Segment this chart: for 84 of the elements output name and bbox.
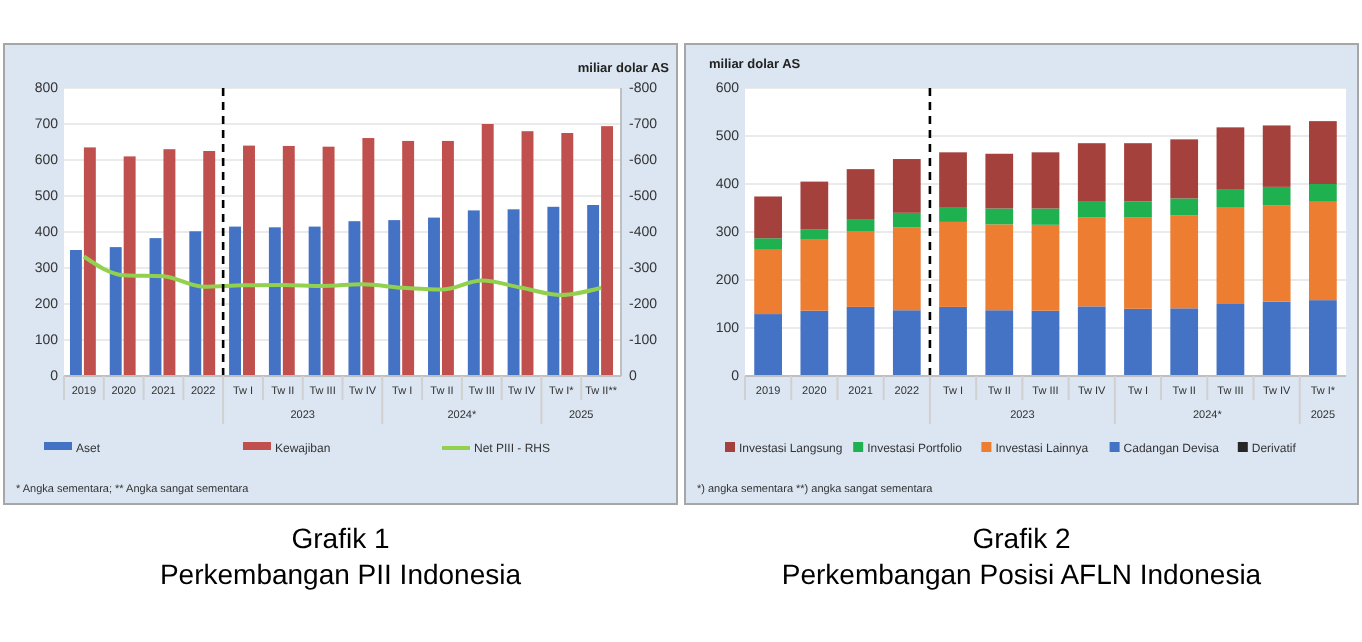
bar [754, 314, 782, 376]
bar [1077, 143, 1106, 202]
bar [892, 310, 921, 376]
bar [268, 227, 281, 376]
bar [243, 145, 255, 376]
bar [754, 196, 782, 239]
text: Perkembangan PII Indonesia [159, 558, 522, 590]
bar [985, 310, 1014, 376]
bar [521, 131, 534, 376]
bar [109, 247, 122, 376]
bar [892, 212, 921, 228]
bar [467, 210, 480, 376]
bar [939, 306, 967, 376]
bar [1124, 143, 1152, 202]
bar [1170, 308, 1199, 376]
bar [1262, 125, 1291, 187]
bar [163, 149, 176, 376]
line-series [81, 254, 604, 297]
bar [441, 140, 454, 376]
bar [1216, 207, 1245, 304]
bar [892, 227, 921, 311]
bar [203, 151, 216, 376]
bar [123, 156, 136, 376]
bar [189, 231, 202, 376]
bar [388, 220, 401, 376]
bar [1077, 201, 1106, 218]
bar [1031, 310, 1060, 376]
bar [846, 231, 875, 307]
bar [481, 124, 494, 376]
bar [1031, 152, 1060, 209]
bar [1262, 186, 1291, 206]
bar [1216, 304, 1245, 376]
bar [800, 310, 829, 376]
text: Perkembangan Posisi AFLN Indonesia [781, 558, 1262, 590]
bar [229, 226, 242, 376]
bar [601, 126, 614, 376]
bar [547, 206, 560, 376]
bar [985, 224, 1014, 311]
bar [507, 209, 520, 376]
bar [587, 205, 600, 376]
bar [1309, 201, 1337, 301]
bar [348, 221, 361, 376]
bar [754, 249, 782, 315]
bar [282, 145, 295, 376]
bar [1077, 306, 1106, 376]
bar [985, 208, 1014, 225]
bar [939, 152, 967, 208]
bar [1262, 301, 1291, 376]
bar [800, 239, 829, 311]
bar [1309, 184, 1337, 202]
bar [800, 229, 829, 240]
bar [322, 146, 335, 376]
bar [1309, 300, 1337, 376]
bar [69, 250, 82, 376]
text: Grafik 2 [972, 522, 1071, 554]
bar [1077, 217, 1106, 307]
bar [892, 159, 921, 213]
bar [1031, 224, 1060, 311]
bar [754, 238, 782, 250]
bar [1262, 205, 1291, 302]
bar [939, 207, 967, 222]
bar [1216, 189, 1245, 208]
bar [308, 226, 321, 376]
bar [1309, 121, 1337, 184]
bar [1170, 215, 1199, 309]
bar [985, 153, 1014, 209]
bar [1170, 198, 1199, 216]
bar [1170, 139, 1199, 199]
bar [1124, 308, 1152, 376]
bar [362, 138, 375, 376]
bar [939, 221, 967, 307]
bar [1124, 201, 1152, 218]
bar [1124, 217, 1152, 309]
text: Grafik 1 [291, 522, 390, 554]
bar [561, 133, 574, 376]
bar [800, 181, 829, 230]
bar [846, 219, 875, 232]
bar [428, 217, 440, 376]
bar [846, 169, 875, 220]
bar [83, 147, 96, 376]
bar [846, 306, 875, 376]
bar [1216, 127, 1245, 190]
bar [1031, 208, 1060, 225]
bar [402, 140, 415, 376]
